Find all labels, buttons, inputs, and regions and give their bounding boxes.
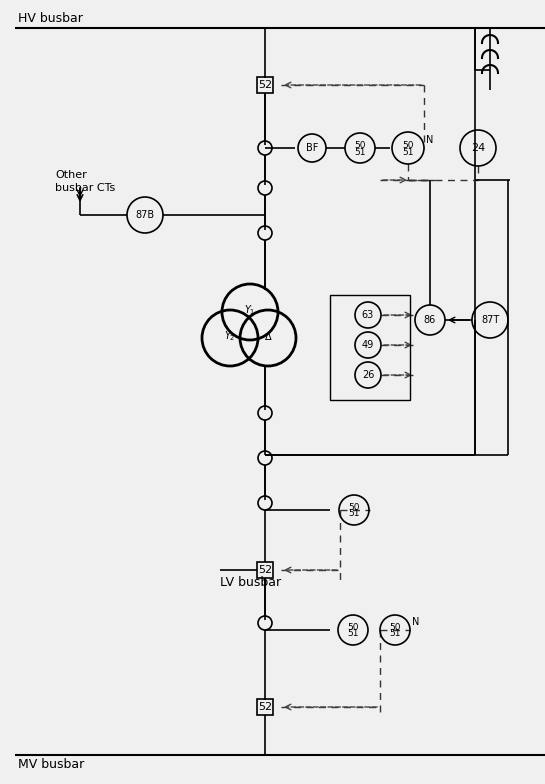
Text: 50: 50 [389, 622, 401, 631]
Text: 51: 51 [347, 630, 359, 638]
Text: N: N [426, 135, 433, 145]
Text: 50: 50 [348, 503, 360, 511]
Text: 50: 50 [402, 140, 414, 150]
Text: 86: 86 [424, 315, 436, 325]
Text: BF: BF [306, 143, 318, 153]
Text: 50: 50 [347, 622, 359, 631]
Text: Other: Other [55, 170, 87, 180]
Text: 51: 51 [389, 630, 401, 638]
Text: 50: 50 [354, 140, 366, 150]
Text: MV busbar: MV busbar [18, 758, 84, 771]
Text: 49: 49 [362, 340, 374, 350]
Text: N: N [412, 617, 419, 627]
Text: 24: 24 [471, 143, 485, 153]
Text: 87B: 87B [136, 210, 155, 220]
Text: $Y_2$: $Y_2$ [224, 329, 236, 343]
Text: 51: 51 [348, 510, 360, 518]
Text: 52: 52 [258, 565, 272, 575]
Text: HV busbar: HV busbar [18, 12, 83, 24]
Text: 26: 26 [362, 370, 374, 380]
Text: 51: 51 [402, 147, 414, 157]
Text: 63: 63 [362, 310, 374, 320]
Text: busbar CTs: busbar CTs [55, 183, 115, 193]
Text: LV busbar: LV busbar [220, 576, 281, 590]
Text: 87T: 87T [481, 315, 499, 325]
Text: 51: 51 [354, 147, 366, 157]
Text: $\Delta$: $\Delta$ [264, 330, 272, 342]
Text: 52: 52 [258, 80, 272, 90]
Text: 52: 52 [258, 702, 272, 712]
Text: $Y_1$: $Y_1$ [244, 303, 256, 317]
